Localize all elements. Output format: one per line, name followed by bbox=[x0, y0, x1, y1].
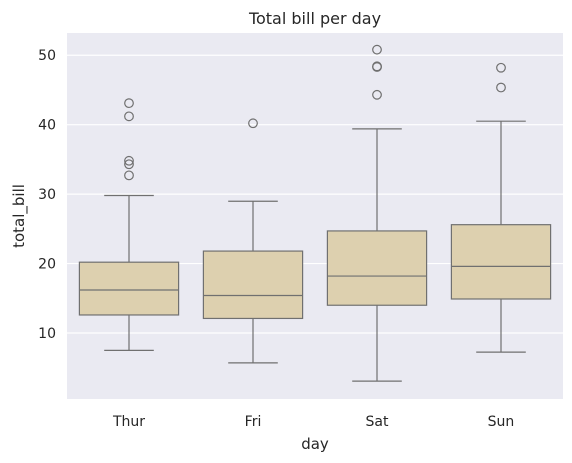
y-tick-labels: 10 20 30 40 50 bbox=[38, 48, 56, 342]
x-tick-label: Fri bbox=[245, 414, 262, 430]
outlier-point bbox=[496, 62, 506, 73]
x-tick-label: Sun bbox=[488, 414, 515, 430]
outlier-point bbox=[124, 159, 134, 170]
plot-background bbox=[67, 33, 563, 399]
iqr-box bbox=[78, 261, 180, 316]
outlier-point bbox=[124, 111, 134, 122]
iqr-box bbox=[202, 250, 304, 320]
x-tick-label: Thur bbox=[112, 414, 145, 430]
iqr-box bbox=[326, 230, 428, 306]
outlier-point bbox=[496, 82, 506, 93]
x-axis-label: day bbox=[301, 435, 329, 453]
outlier-point bbox=[372, 89, 382, 100]
box-group-thur bbox=[78, 98, 180, 351]
outlier-point bbox=[124, 98, 134, 109]
box-group-sun bbox=[450, 62, 552, 353]
x-tick-label: Sat bbox=[366, 414, 389, 430]
y-axis-label: total_bill bbox=[10, 184, 29, 248]
box-group-fri bbox=[202, 118, 304, 364]
outlier-point bbox=[124, 170, 134, 181]
chart-title: Total bill per day bbox=[248, 9, 381, 28]
box-group-sat bbox=[326, 44, 428, 382]
box-plot-marks bbox=[78, 44, 552, 382]
iqr-box bbox=[450, 224, 552, 300]
x-tick-labels: Thur Fri Sat Sun bbox=[112, 414, 514, 430]
outlier-point bbox=[124, 155, 134, 166]
y-tick-label: 50 bbox=[38, 48, 56, 64]
outlier-point bbox=[372, 61, 382, 72]
y-tick-label: 30 bbox=[38, 187, 56, 203]
outlier-point bbox=[248, 118, 258, 129]
y-tick-label: 10 bbox=[38, 326, 56, 342]
y-tick-label: 40 bbox=[38, 118, 56, 134]
y-tick-label: 20 bbox=[38, 257, 56, 273]
outlier-point bbox=[372, 44, 382, 55]
